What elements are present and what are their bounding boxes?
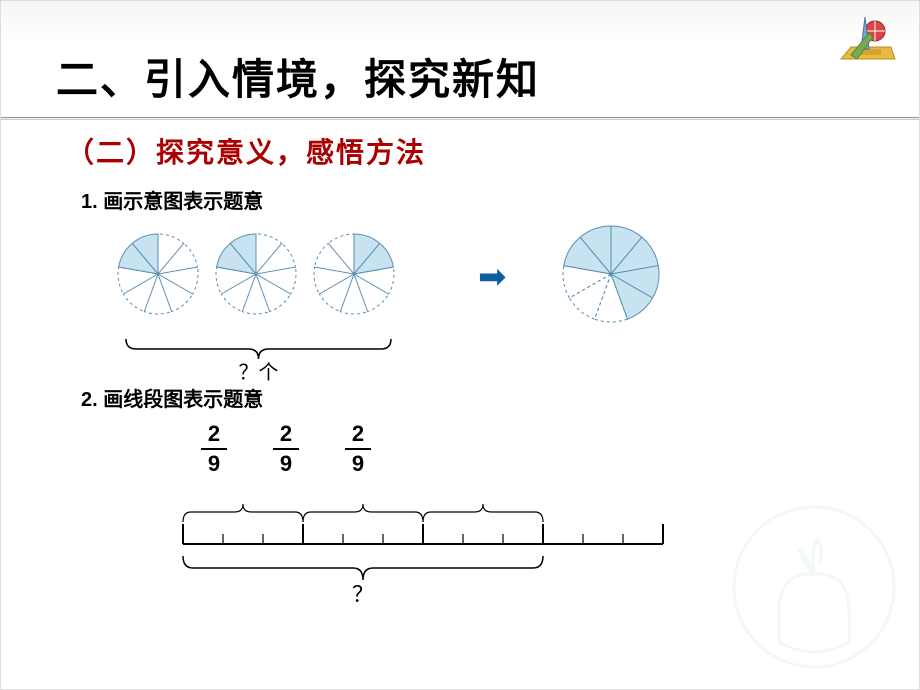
step1-label: 1. 画示意图表示题意 bbox=[1, 185, 919, 214]
pie-icon bbox=[214, 232, 298, 316]
pie-icon bbox=[561, 224, 661, 324]
page-title: 二、引入情境，探究新知 bbox=[1, 1, 919, 117]
arrow-icon: ➡ bbox=[478, 257, 507, 297]
pie-diagram-row: ➡ bbox=[1, 224, 919, 329]
brace-row-1: ？个 bbox=[1, 333, 919, 383]
fraction: 29 bbox=[201, 422, 227, 476]
step2-label: 2. 画线段图表示题意 bbox=[1, 383, 919, 412]
corner-decoration-icon bbox=[831, 9, 901, 74]
pie-icon bbox=[116, 232, 200, 316]
fraction: 29 bbox=[345, 422, 371, 476]
fraction-row: 29 29 29 bbox=[1, 422, 919, 476]
svg-text:？个: ？个 bbox=[239, 361, 279, 381]
svg-text:？: ？ bbox=[352, 582, 374, 607]
pie-icon bbox=[312, 232, 396, 316]
fraction: 29 bbox=[273, 422, 299, 476]
divider bbox=[1, 117, 919, 119]
section-subtitle: （二）探究意义，感悟方法 bbox=[1, 131, 919, 171]
watermark-icon bbox=[729, 502, 899, 677]
